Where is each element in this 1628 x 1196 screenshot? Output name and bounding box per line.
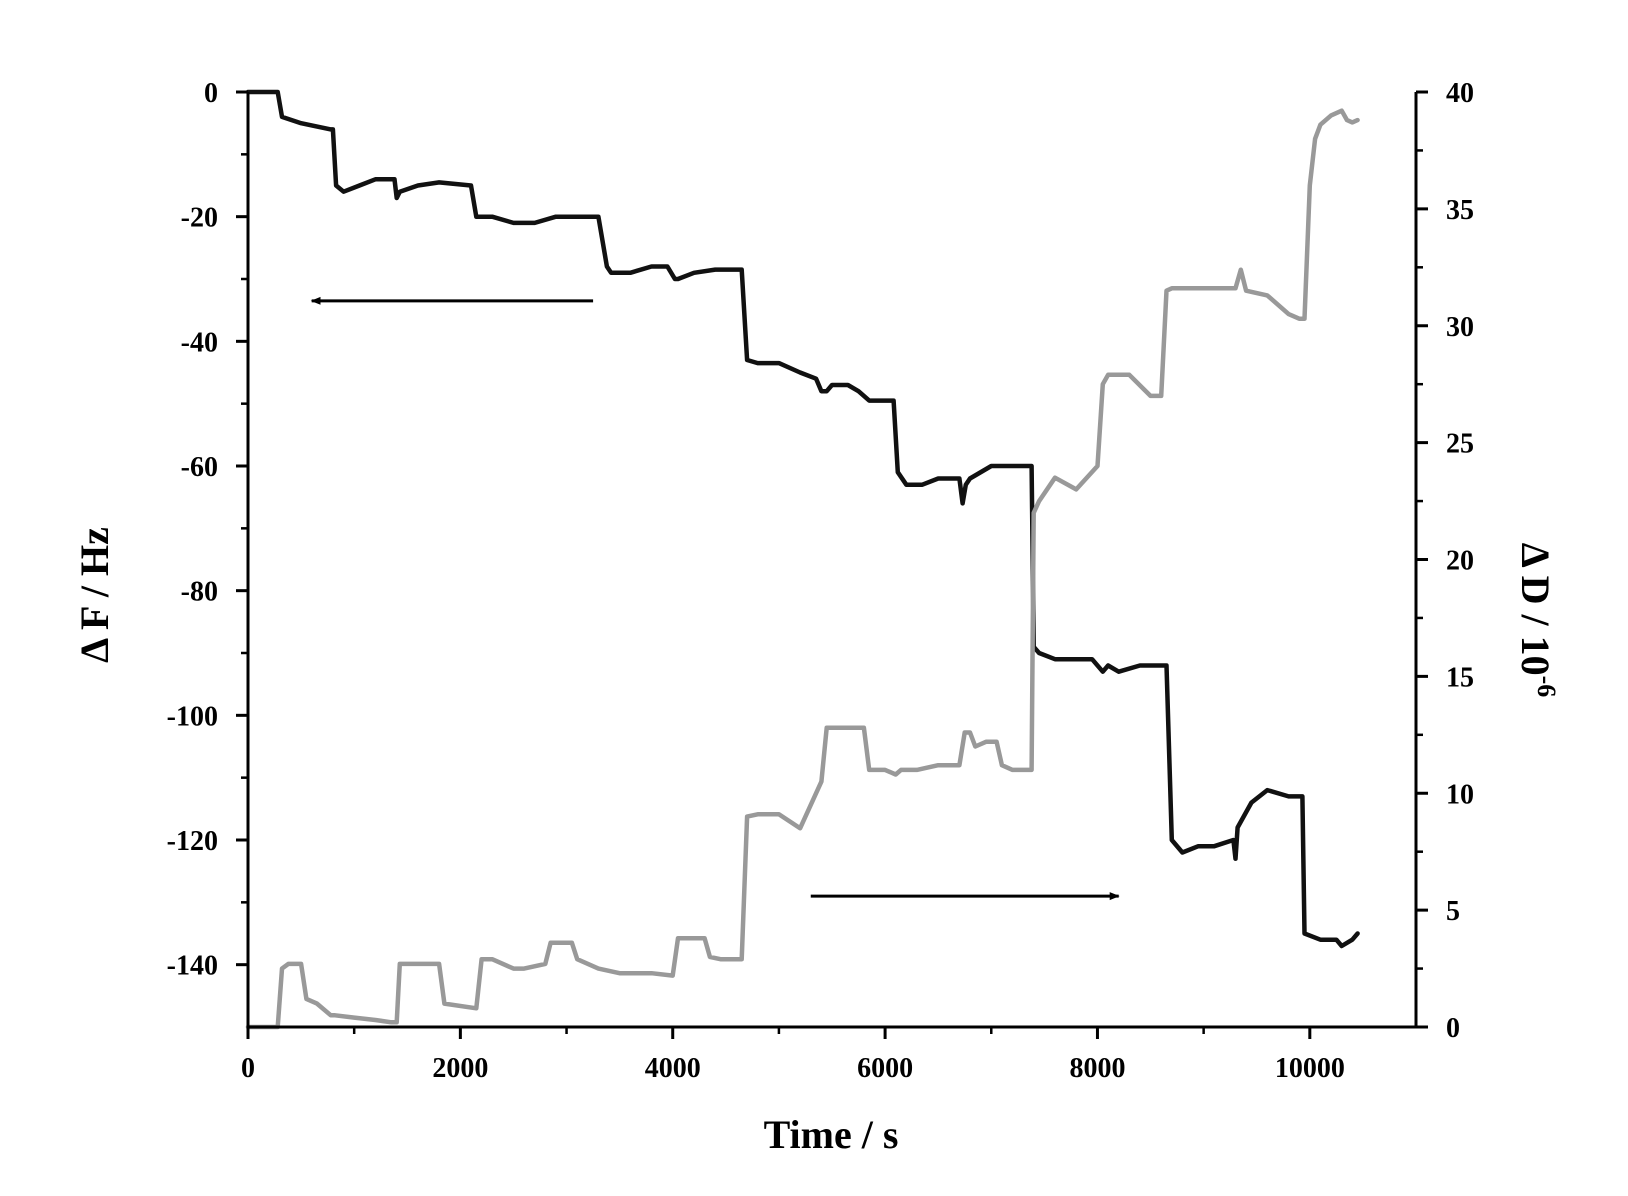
y-axis-right-title-exponent: -6: [1532, 676, 1561, 698]
y-right-tick-label: 5: [1446, 896, 1460, 927]
y-right-tick-label: 25: [1446, 429, 1474, 460]
annotations: [310, 296, 1120, 901]
y-axis-left-title: Δ F / Hz: [72, 527, 117, 663]
y-left-tick-label: -80: [181, 577, 218, 608]
y-right-tick-label: 15: [1446, 662, 1474, 693]
x-tick-label: 6000: [857, 1053, 913, 1084]
y-left-tick-label: -100: [167, 701, 218, 732]
x-tick-label: 0: [241, 1053, 255, 1084]
y-right-tick-label: 30: [1446, 312, 1474, 343]
y-right-tick-label: 20: [1446, 546, 1474, 577]
y-right-tick-label: 10: [1446, 779, 1474, 810]
y-right-tick-label: 0: [1446, 1013, 1460, 1044]
y-axis-right-title-base: Δ D / 10: [1513, 543, 1558, 676]
y-left-tick-label: -140: [167, 951, 218, 982]
y-right-tick-label: 35: [1446, 195, 1474, 226]
y-left-tick-label: -40: [181, 327, 218, 358]
y-left-tick-label: -60: [181, 452, 218, 483]
x-tick-label: 4000: [645, 1053, 701, 1084]
y-axis-right-title: Δ D / 10-6: [1513, 543, 1561, 698]
plot-area: [245, 89, 1360, 1030]
x-axis-title: Time / s: [764, 1112, 899, 1157]
series-line-dissipation: [245, 108, 1360, 1030]
y-left-tick-label: -120: [167, 826, 218, 857]
x-tick-label: 8000: [1069, 1053, 1125, 1084]
x-tick-label: 2000: [432, 1053, 488, 1084]
x-tick-label: 10000: [1275, 1053, 1345, 1084]
ticks: 0 2000 4000 6000 8000 10000 0 -20 -40 -60 -80 -100 -…: [167, 78, 1474, 1084]
y-left-tick-label: -20: [181, 203, 218, 234]
series-line-frequency: [245, 89, 1360, 949]
y-left-tick-label: 0: [204, 78, 218, 109]
axes: [246, 92, 1418, 1029]
y-right-tick-label: 40: [1446, 78, 1474, 109]
